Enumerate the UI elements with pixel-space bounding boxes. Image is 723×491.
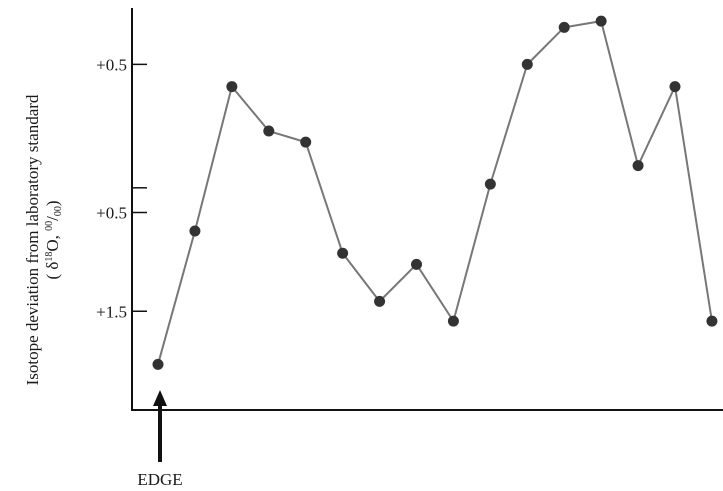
data-point: [337, 247, 349, 259]
data-series: [152, 15, 718, 370]
data-point: [374, 295, 386, 307]
data-point: [558, 21, 570, 33]
data-point: [226, 81, 238, 93]
data-point: [595, 15, 607, 27]
series-line: [157, 20, 713, 365]
y-axis-title: Isotope deviation from laboratory standa…: [23, 94, 64, 385]
edge-annotation: EDGE: [137, 390, 183, 489]
y-tick-label: +0.5: [96, 55, 127, 74]
data-point: [521, 58, 533, 70]
data-point: [152, 358, 164, 370]
data-point: [263, 125, 275, 137]
y-tick-label: +1.5: [96, 302, 127, 321]
data-point: [632, 160, 644, 172]
y-tick-label: +0.5: [96, 204, 127, 223]
y-axis-ticks: +0.5 +0.5 +1.5: [96, 55, 147, 321]
data-point: [484, 178, 496, 190]
data-point: [300, 136, 312, 148]
edge-arrow-head: [153, 390, 167, 406]
edge-annotation-label: EDGE: [137, 470, 182, 489]
data-point: [669, 81, 681, 93]
y-axis-title-line2: ( δ18O, 00/00): [43, 200, 64, 279]
data-point: [410, 258, 422, 270]
data-point: [706, 315, 718, 327]
data-point: [447, 315, 459, 327]
data-point: [189, 225, 201, 237]
y-axis-title-line1: Isotope deviation from laboratory standa…: [23, 94, 42, 385]
